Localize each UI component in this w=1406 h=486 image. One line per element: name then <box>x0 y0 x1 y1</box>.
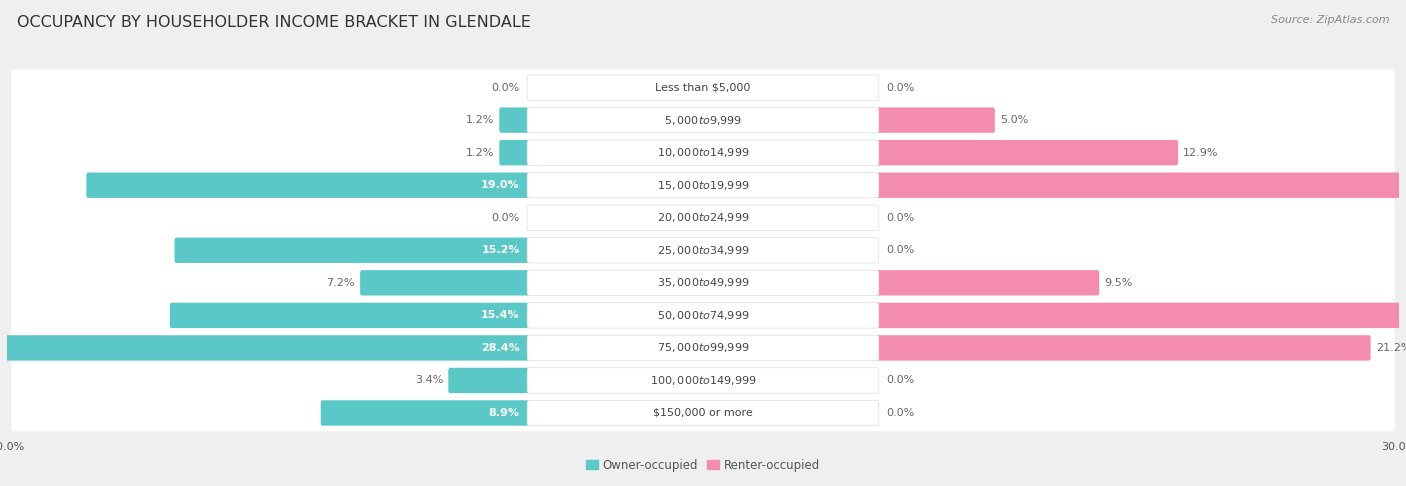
FancyBboxPatch shape <box>527 140 879 165</box>
Legend: Owner-occupied, Renter-occupied: Owner-occupied, Renter-occupied <box>581 454 825 476</box>
Text: $100,000 to $149,999: $100,000 to $149,999 <box>650 374 756 387</box>
FancyBboxPatch shape <box>527 173 879 198</box>
FancyBboxPatch shape <box>11 362 1395 399</box>
Text: 1.2%: 1.2% <box>465 115 495 125</box>
FancyBboxPatch shape <box>11 200 1395 236</box>
Text: 21.2%: 21.2% <box>1376 343 1406 353</box>
FancyBboxPatch shape <box>527 75 879 100</box>
FancyBboxPatch shape <box>11 330 1395 366</box>
Text: 12.9%: 12.9% <box>1184 148 1219 157</box>
Text: 0.0%: 0.0% <box>492 213 520 223</box>
FancyBboxPatch shape <box>527 107 879 133</box>
Text: $15,000 to $19,999: $15,000 to $19,999 <box>657 179 749 191</box>
Text: $150,000 or more: $150,000 or more <box>654 408 752 418</box>
FancyBboxPatch shape <box>0 335 531 361</box>
FancyBboxPatch shape <box>499 107 531 133</box>
FancyBboxPatch shape <box>875 270 1099 295</box>
FancyBboxPatch shape <box>11 167 1395 204</box>
Text: $10,000 to $14,999: $10,000 to $14,999 <box>657 146 749 159</box>
Text: 5.0%: 5.0% <box>1000 115 1028 125</box>
Text: 15.4%: 15.4% <box>481 311 520 320</box>
Text: 3.4%: 3.4% <box>415 376 443 385</box>
FancyBboxPatch shape <box>360 270 531 295</box>
FancyBboxPatch shape <box>86 173 531 198</box>
Text: $75,000 to $99,999: $75,000 to $99,999 <box>657 341 749 354</box>
Text: Less than $5,000: Less than $5,000 <box>655 83 751 93</box>
FancyBboxPatch shape <box>11 264 1395 301</box>
FancyBboxPatch shape <box>449 368 531 393</box>
Text: 28.4%: 28.4% <box>481 343 520 353</box>
Text: 0.0%: 0.0% <box>886 376 914 385</box>
FancyBboxPatch shape <box>875 173 1406 198</box>
FancyBboxPatch shape <box>527 368 879 393</box>
FancyBboxPatch shape <box>11 69 1395 106</box>
FancyBboxPatch shape <box>527 238 879 263</box>
Text: 0.0%: 0.0% <box>886 213 914 223</box>
FancyBboxPatch shape <box>11 135 1395 171</box>
FancyBboxPatch shape <box>527 205 879 230</box>
FancyBboxPatch shape <box>11 297 1395 333</box>
FancyBboxPatch shape <box>170 303 531 328</box>
Text: $50,000 to $74,999: $50,000 to $74,999 <box>657 309 749 322</box>
FancyBboxPatch shape <box>875 335 1371 361</box>
FancyBboxPatch shape <box>11 232 1395 268</box>
FancyBboxPatch shape <box>527 400 879 426</box>
Text: $20,000 to $24,999: $20,000 to $24,999 <box>657 211 749 224</box>
FancyBboxPatch shape <box>875 107 995 133</box>
FancyBboxPatch shape <box>527 335 879 361</box>
Text: 7.2%: 7.2% <box>326 278 354 288</box>
FancyBboxPatch shape <box>527 303 879 328</box>
Text: $25,000 to $34,999: $25,000 to $34,999 <box>657 244 749 257</box>
Text: 0.0%: 0.0% <box>886 83 914 93</box>
FancyBboxPatch shape <box>321 400 531 426</box>
Text: Source: ZipAtlas.com: Source: ZipAtlas.com <box>1271 15 1389 25</box>
Text: $35,000 to $49,999: $35,000 to $49,999 <box>657 277 749 289</box>
Text: OCCUPANCY BY HOUSEHOLDER INCOME BRACKET IN GLENDALE: OCCUPANCY BY HOUSEHOLDER INCOME BRACKET … <box>17 15 530 30</box>
Text: 8.9%: 8.9% <box>489 408 520 418</box>
FancyBboxPatch shape <box>875 303 1406 328</box>
FancyBboxPatch shape <box>11 395 1395 431</box>
FancyBboxPatch shape <box>174 238 531 263</box>
FancyBboxPatch shape <box>499 140 531 165</box>
FancyBboxPatch shape <box>11 102 1395 139</box>
FancyBboxPatch shape <box>527 270 879 295</box>
Text: 1.2%: 1.2% <box>465 148 495 157</box>
FancyBboxPatch shape <box>875 140 1178 165</box>
Text: 0.0%: 0.0% <box>886 408 914 418</box>
Text: 15.2%: 15.2% <box>481 245 520 255</box>
Text: 0.0%: 0.0% <box>886 245 914 255</box>
Text: $5,000 to $9,999: $5,000 to $9,999 <box>664 114 742 127</box>
Text: 9.5%: 9.5% <box>1104 278 1133 288</box>
Text: 0.0%: 0.0% <box>492 83 520 93</box>
Text: 19.0%: 19.0% <box>481 180 520 190</box>
